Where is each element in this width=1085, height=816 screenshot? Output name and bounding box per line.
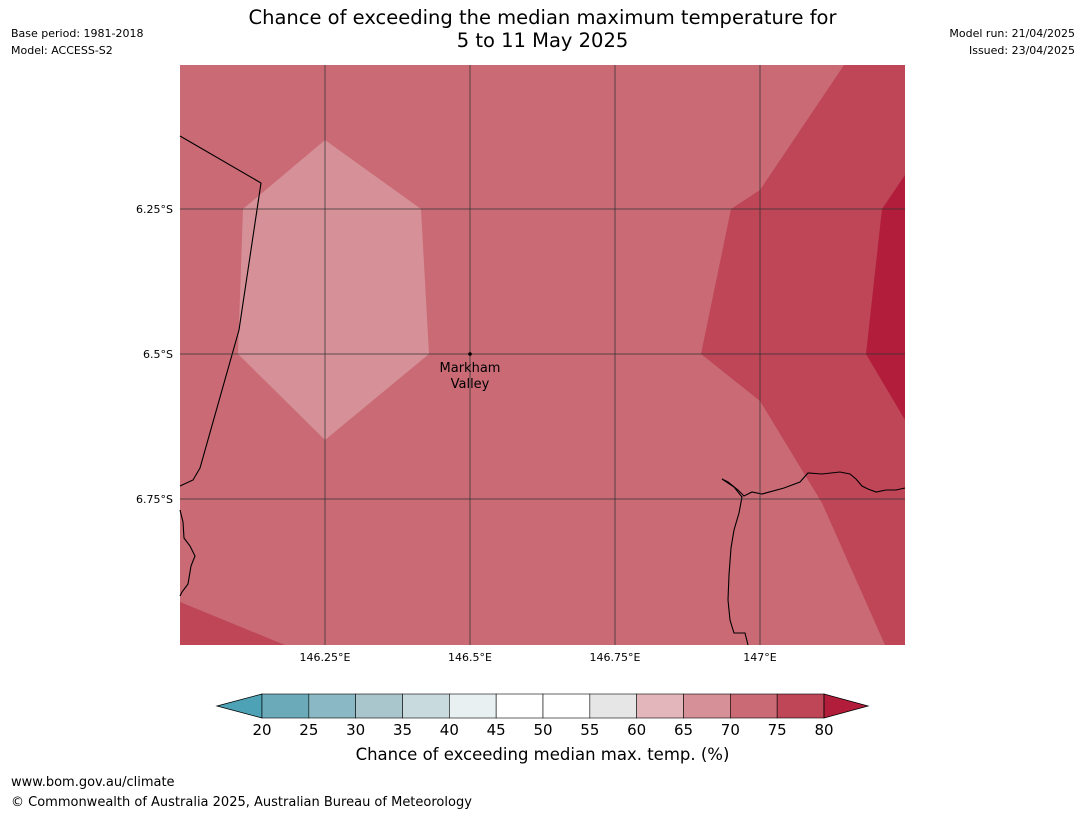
colorbar-tick-label: 25 (299, 721, 318, 739)
map-title: Chance of exceeding the median maximum t… (180, 6, 905, 52)
probability-75-80-region-sw (180, 602, 285, 645)
colorbar-tick-label: 40 (440, 721, 459, 739)
footer-url: www.bom.gov.au/climate (11, 775, 175, 790)
colorbar: 20 25 30 35 40 45 50 55 60 65 70 75 80 (215, 693, 870, 739)
coastline-west (179, 509, 196, 597)
lat-axis-labels: 6.25°S 6.5°S 6.75°S (136, 203, 173, 506)
coastline (179, 135, 262, 487)
lon-tick-label: 146.75°E (590, 651, 641, 664)
colorbar-label: Chance of exceeding median max. temp. (%… (355, 745, 730, 764)
markham-valley-marker (468, 352, 472, 356)
place-label-line-2: Valley (451, 377, 490, 392)
colorbar-tick-label: 20 (252, 721, 271, 739)
model-run-text: Model run: 21/04/2025 (949, 27, 1075, 40)
colorbar-segment (449, 693, 497, 719)
probability-75-80-region (701, 65, 905, 645)
colorbar-segment (495, 693, 544, 719)
colorbar-tick-label: 60 (627, 721, 646, 739)
model-text: Model: ACCESS-S2 (11, 44, 113, 57)
probability-65-70-region (238, 140, 429, 440)
colorbar-extend-low (215, 693, 263, 719)
metadata-left: Base period: 1981-2018 Model: ACCESS-S2 (11, 25, 143, 59)
colorbar-tick-label: 50 (533, 721, 552, 739)
place-label-line-1: Markham (440, 361, 501, 376)
colorbar-segment (308, 693, 356, 719)
colorbar-tick-label: 65 (674, 721, 693, 739)
colorbar-segment (589, 693, 637, 719)
colorbar-segment (261, 693, 310, 719)
colorbar-tick-label: 80 (814, 721, 833, 739)
lon-axis-labels: 146.25°E 146.5°E 146.75°E 147°E (300, 651, 777, 664)
lon-tick-label: 146.5°E (448, 651, 492, 664)
colorbar-segment (355, 693, 403, 719)
colorbar-segment (542, 693, 591, 719)
colorbar-tick-label: 30 (346, 721, 365, 739)
colorbar-tick-label: 55 (580, 721, 599, 739)
lon-tick-label: 146.25°E (300, 651, 351, 664)
metadata-right: Model run: 21/04/2025 Issued: 23/04/2025 (949, 25, 1075, 59)
colorbar-segment (730, 693, 778, 719)
colorbar-segment (636, 693, 684, 719)
coastline-east (721, 471, 906, 646)
title-line-2: 5 to 11 May 2025 (456, 29, 629, 52)
colorbar-segment (776, 693, 825, 719)
colorbar-extend-high (823, 693, 870, 719)
colorbar-tick-label: 70 (721, 721, 740, 739)
footer-copyright: © Commonwealth of Australia 2025, Austra… (11, 795, 472, 810)
colorbar-tick-label: 45 (487, 721, 506, 739)
issued-text: Issued: 23/04/2025 (968, 44, 1075, 57)
colorbar-segment (402, 693, 450, 719)
probability-80-plus-region (866, 175, 905, 420)
lat-tick-label: 6.75°S (136, 493, 173, 506)
lat-tick-label: 6.25°S (136, 203, 173, 216)
base-period-text: Base period: 1981-2018 (11, 27, 144, 40)
lon-tick-label: 147°E (743, 651, 776, 664)
map-panel: Markham Valley (179, 65, 906, 646)
colorbar-tick-label: 75 (768, 721, 787, 739)
colorbar-tick-label: 35 (393, 721, 412, 739)
title-line-1: Chance of exceeding the median maximum t… (248, 6, 837, 29)
lat-tick-label: 6.5°S (143, 348, 173, 361)
colorbar-segment (683, 693, 731, 719)
